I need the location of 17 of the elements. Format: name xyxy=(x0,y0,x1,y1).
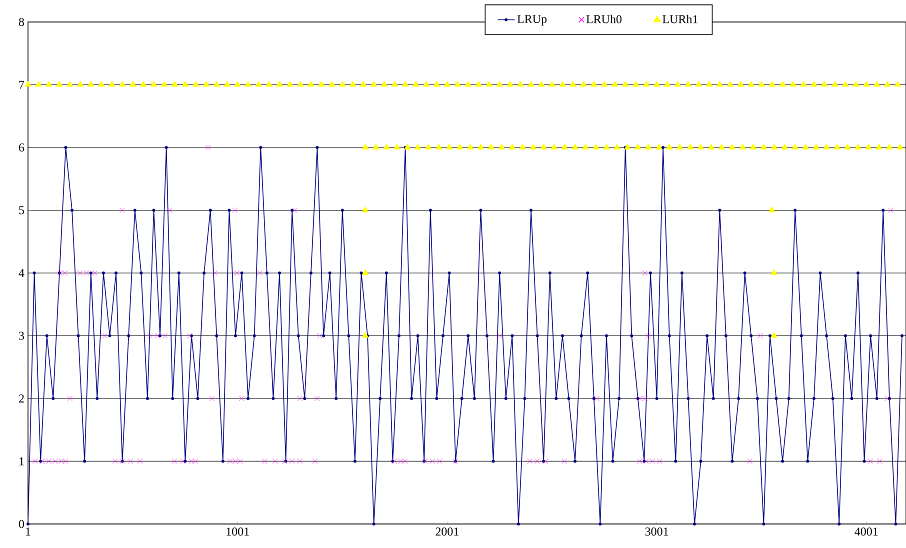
y-tick-label: 7 xyxy=(19,80,24,89)
x-tick-label: 1001 xyxy=(226,528,249,536)
y-tick-label: 3 xyxy=(19,332,24,340)
y-tick-label: 6 xyxy=(18,143,24,152)
x-tick-label: 1 xyxy=(26,528,30,536)
x-tick-label: 3001 xyxy=(645,528,668,536)
y-tick-label: 4 xyxy=(18,269,24,277)
legend-label: LRUp xyxy=(517,15,547,26)
legend-label: LRUh0 xyxy=(586,14,622,24)
x-tick-label: 2001 xyxy=(436,528,458,536)
legend-label: LURh1 xyxy=(662,14,698,24)
y-tick-label: 1 xyxy=(20,457,24,466)
x-tick-label: 4001 xyxy=(854,528,878,536)
y-tick-label: 0 xyxy=(18,520,24,528)
y-tick-label: 5 xyxy=(19,206,24,214)
y-tick-label: 2 xyxy=(19,394,24,402)
y-tick-label: 8 xyxy=(18,18,24,26)
